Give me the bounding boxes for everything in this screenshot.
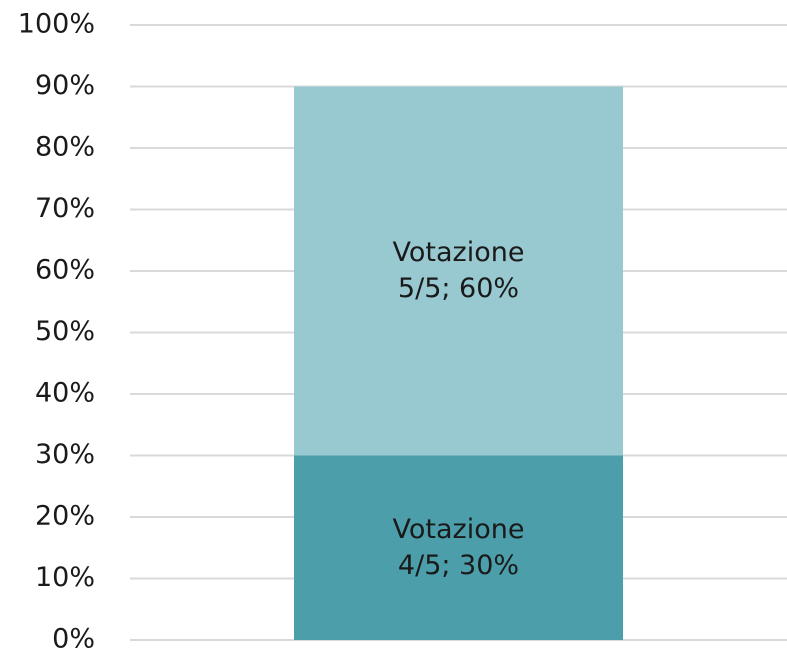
y-tick-label: 60% [35, 255, 95, 286]
y-tick-label: 0% [52, 624, 95, 654]
data-label: Votazione 4/5; 30% [392, 513, 525, 581]
y-tick-label: 10% [35, 562, 95, 593]
y-tick-label: 70% [35, 193, 95, 224]
data-label: Votazione 5/5; 60% [392, 237, 525, 304]
y-tick-label: 40% [35, 378, 95, 409]
bar-segment [294, 455, 623, 640]
y-tick-label: 100% [18, 9, 95, 40]
y-tick-label: 20% [35, 501, 95, 532]
y-tick-label: 90% [35, 70, 95, 101]
y-tick-label: 30% [35, 439, 95, 470]
y-tick-label: 80% [35, 132, 95, 163]
y-tick-label: 50% [35, 316, 95, 347]
bar-segment [294, 86, 623, 456]
